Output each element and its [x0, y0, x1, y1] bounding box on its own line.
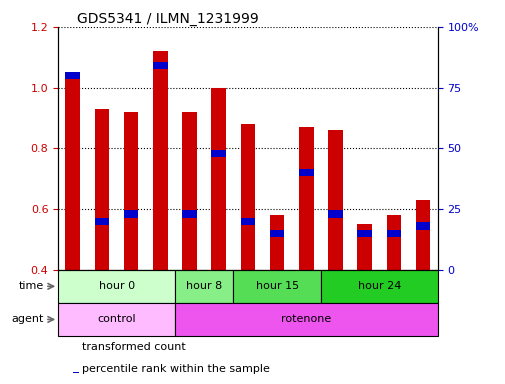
Bar: [211, 88, 226, 270]
Text: time: time: [18, 281, 43, 291]
Bar: [58, 270, 175, 303]
Bar: [175, 270, 233, 303]
Bar: [357, 230, 371, 237]
Bar: [124, 112, 138, 270]
Text: rotenone: rotenone: [281, 314, 331, 324]
Bar: [124, 210, 138, 218]
Bar: [240, 218, 255, 225]
Bar: [65, 72, 80, 79]
Text: transformed count: transformed count: [82, 343, 186, 353]
Bar: [153, 51, 167, 270]
Bar: [357, 224, 371, 270]
Bar: [415, 222, 430, 230]
Text: agent: agent: [11, 314, 43, 324]
Text: hour 24: hour 24: [357, 281, 400, 291]
Bar: [269, 230, 284, 237]
Bar: [386, 215, 400, 270]
Bar: [94, 109, 109, 270]
Bar: [269, 215, 284, 270]
Text: GDS5341 / ILMN_1231999: GDS5341 / ILMN_1231999: [77, 12, 259, 26]
Bar: [298, 127, 313, 270]
Text: hour 8: hour 8: [186, 281, 222, 291]
Bar: [328, 210, 342, 218]
Bar: [320, 270, 437, 303]
Bar: [65, 75, 80, 270]
Bar: [386, 230, 400, 237]
Bar: [94, 218, 109, 225]
Bar: [328, 130, 342, 270]
Text: hour 15: hour 15: [255, 281, 298, 291]
Bar: [415, 200, 430, 270]
Bar: [240, 124, 255, 270]
Bar: [211, 149, 226, 157]
Bar: [298, 169, 313, 176]
Bar: [175, 303, 437, 336]
Bar: [58, 303, 175, 336]
Bar: [182, 112, 196, 270]
Text: control: control: [97, 314, 136, 324]
Text: hour 0: hour 0: [98, 281, 134, 291]
Bar: [153, 62, 167, 70]
Text: percentile rank within the sample: percentile rank within the sample: [82, 364, 270, 374]
Bar: [182, 210, 196, 218]
Bar: [233, 270, 320, 303]
